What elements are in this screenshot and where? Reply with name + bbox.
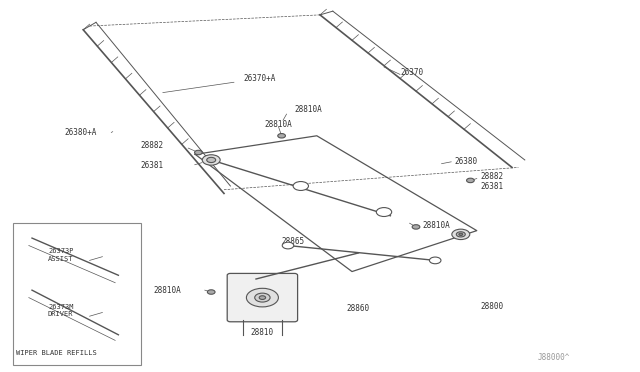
Circle shape bbox=[255, 293, 270, 302]
Circle shape bbox=[207, 157, 216, 163]
Text: 26370+A: 26370+A bbox=[243, 74, 276, 83]
Text: 26380: 26380 bbox=[454, 157, 477, 166]
Text: 26373M: 26373M bbox=[48, 304, 74, 310]
Text: 28882: 28882 bbox=[141, 141, 164, 150]
Text: 28810: 28810 bbox=[251, 328, 274, 337]
Bar bbox=[13, 223, 141, 365]
Text: J88000^: J88000^ bbox=[538, 353, 570, 362]
Circle shape bbox=[376, 208, 392, 217]
Circle shape bbox=[467, 178, 474, 183]
Circle shape bbox=[452, 229, 470, 240]
Circle shape bbox=[282, 242, 294, 249]
Circle shape bbox=[456, 232, 465, 237]
Text: 28860: 28860 bbox=[347, 304, 370, 313]
Text: 28810A: 28810A bbox=[294, 105, 322, 114]
Text: 28810A: 28810A bbox=[422, 221, 450, 230]
Text: 26381: 26381 bbox=[480, 182, 503, 190]
Circle shape bbox=[293, 182, 308, 190]
Text: 28800: 28800 bbox=[480, 302, 503, 311]
Text: 28810A: 28810A bbox=[264, 120, 292, 129]
Circle shape bbox=[195, 150, 202, 155]
Text: 26381: 26381 bbox=[141, 161, 164, 170]
Circle shape bbox=[205, 157, 217, 163]
Circle shape bbox=[202, 155, 220, 165]
Text: 28865: 28865 bbox=[282, 237, 305, 246]
Text: ASSIST: ASSIST bbox=[48, 256, 74, 262]
Text: 26373P: 26373P bbox=[48, 248, 74, 254]
Text: 26380+A: 26380+A bbox=[64, 128, 97, 137]
Circle shape bbox=[207, 290, 215, 294]
FancyBboxPatch shape bbox=[227, 273, 298, 322]
Text: 28810A: 28810A bbox=[154, 286, 181, 295]
Text: 28882: 28882 bbox=[480, 172, 503, 181]
Text: 26370: 26370 bbox=[400, 68, 423, 77]
Circle shape bbox=[278, 134, 285, 138]
Circle shape bbox=[246, 288, 278, 307]
Text: WIPER BLADE REFILLS: WIPER BLADE REFILLS bbox=[16, 350, 97, 356]
Circle shape bbox=[259, 296, 266, 299]
Circle shape bbox=[459, 233, 463, 235]
Text: DRIVER: DRIVER bbox=[48, 311, 74, 317]
Circle shape bbox=[429, 257, 441, 264]
Circle shape bbox=[412, 225, 420, 229]
